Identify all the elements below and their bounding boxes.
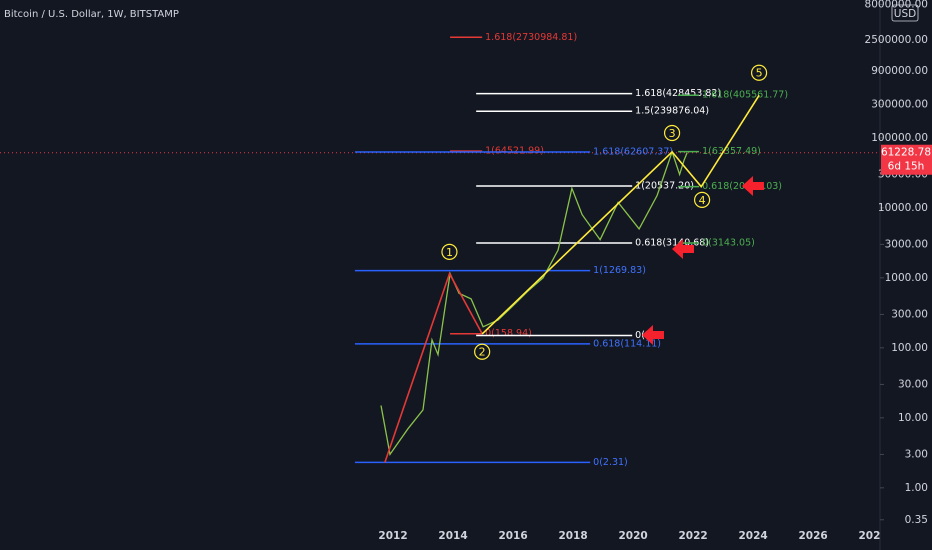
y-tick-label: 0.35 [905,514,928,526]
plot-area: 2012 2014 2016 2018 2020 2022 2024 2026 20281.61… [0,32,888,542]
y-tick-label: 10000.00 [878,202,928,214]
y-tick-label: 900000.00 [871,65,928,77]
wave-label: 2 [479,346,486,359]
wave-label: 1 [446,246,453,259]
arrow [742,176,764,196]
wave-label: 3 [669,127,676,140]
countdown: 6d 15h [888,161,925,173]
x-tick-label: 2014 [438,530,467,542]
fib-label: 1.618(2730984.81) [485,32,577,43]
fib-label: 1(64521.99) [485,146,544,157]
fib-label: 1.618(428453.82) [635,88,721,99]
fib-label: 0(158.94) [485,328,532,339]
fib-label: 0.618(114.11) [593,338,661,349]
x-tick-label: 2024 [738,530,767,542]
wave-circle [750,64,768,81]
y-tick-label: 300000.00 [871,98,928,110]
last-price-label: 61228.78 [881,147,931,159]
currency-box[interactable] [891,4,919,22]
fib-label: 0(3143.05) [702,238,755,249]
y-tick-label: 3.00 [905,448,928,460]
price-axis [880,0,932,550]
fib-label: 0.618(3140.68) [635,238,709,249]
x-tick-label: 2022 [678,530,707,542]
y-tick-label: 100000.00 [871,132,928,144]
fib-label: 1(20537.20) [635,180,694,191]
y-tick-label: 30.00 [898,378,928,390]
fib-label: 1.618(405561.77) [702,90,788,101]
wave-circle [474,343,491,360]
fib-label: 1(63357.49) [702,146,761,157]
fib-label: 1(1269.83) [593,265,646,276]
y-tick-label: 100.00 [891,342,928,354]
chart-title: Bitcoin / U.S. Dollar, 1W, BITSTAMP [4,9,179,20]
y-tick-label: 2500000.00 [865,34,928,46]
arrow [642,325,664,345]
x-tick-label: 2012 [378,530,407,542]
wave-circle [693,191,711,208]
wave-circle [663,124,681,142]
arrow [672,239,694,259]
wave-circle [441,243,458,260]
wave-line [384,271,483,463]
x-tick-label: 2016 [498,530,527,542]
x-tick-label: 2020 [618,530,647,542]
x-tick-label: 2018 [558,530,587,542]
y-tick-label: 1000.00 [885,272,928,284]
y-tick-label: 1.00 [905,482,928,494]
fib-label: 1.5(239876.04) [635,106,709,117]
fib-label: 0(2.31) [593,457,628,468]
x-tick-label: 2026 [798,530,827,542]
wave-label: 5 [756,67,763,80]
y-tick-label: 10.00 [898,412,928,424]
y-tick-label: 3000.00 [885,238,928,250]
currency[interactable]: USD [894,8,916,20]
wave-line [481,94,760,335]
last-price-box [881,144,932,175]
wave-label: 4 [699,194,706,207]
arrows [642,176,764,345]
y-tick-label: 300.00 [891,308,928,320]
fib-label: 0.618(20116.03) [702,181,782,192]
fib-label: 1.618(62607.37) [593,147,673,158]
